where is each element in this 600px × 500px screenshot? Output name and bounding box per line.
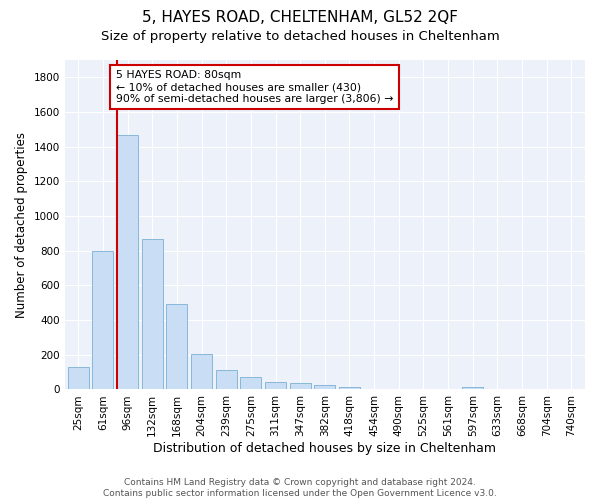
Bar (339, 387, 360, 390)
Bar (314, 385, 335, 390)
Text: 5 HAYES ROAD: 80sqm
← 10% of detached houses are smaller (430)
90% of semi-detac: 5 HAYES ROAD: 80sqm ← 10% of detached ho… (116, 70, 393, 104)
Text: Size of property relative to detached houses in Cheltenham: Size of property relative to detached ho… (101, 30, 499, 43)
Bar (117, 134, 138, 390)
Bar (561, 388, 582, 390)
Bar (487, 388, 508, 390)
Bar (216, 370, 236, 390)
Bar (290, 384, 311, 390)
Bar (166, 304, 187, 390)
Bar (241, 378, 262, 390)
Text: 5, HAYES ROAD, CHELTENHAM, GL52 2QF: 5, HAYES ROAD, CHELTENHAM, GL52 2QF (142, 10, 458, 25)
Bar (413, 388, 434, 390)
Bar (191, 354, 212, 390)
Y-axis label: Number of detached properties: Number of detached properties (15, 132, 28, 318)
Bar (437, 388, 458, 390)
Bar (92, 250, 113, 390)
Text: Contains HM Land Registry data © Crown copyright and database right 2024.
Contai: Contains HM Land Registry data © Crown c… (103, 478, 497, 498)
Bar (388, 388, 409, 390)
Bar (536, 388, 557, 390)
Bar (364, 388, 385, 390)
Bar (512, 388, 533, 390)
X-axis label: Distribution of detached houses by size in Cheltenham: Distribution of detached houses by size … (154, 442, 496, 455)
Bar (463, 387, 483, 390)
Bar (68, 367, 89, 390)
Bar (265, 382, 286, 390)
Bar (142, 238, 163, 390)
